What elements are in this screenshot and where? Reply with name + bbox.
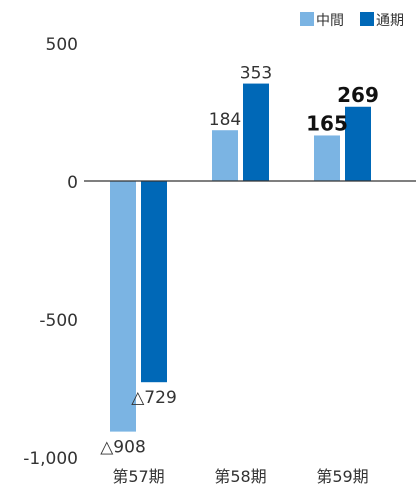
y-tick-label: 0	[67, 173, 78, 193]
data-label: △729	[131, 388, 177, 408]
data-label: △908	[100, 438, 146, 458]
data-label: 165	[306, 111, 348, 135]
bar	[243, 83, 269, 181]
bar	[110, 181, 136, 432]
data-labels: △908 △729 184 353 165 269	[100, 64, 379, 458]
data-label: 269	[337, 83, 379, 107]
legend: 中間 通期	[300, 12, 404, 29]
data-label: 184	[209, 110, 241, 130]
legend-swatch	[360, 12, 374, 26]
x-tick-label: 第58期	[214, 467, 266, 486]
bar	[345, 106, 371, 181]
x-tick-label: 第57期	[112, 467, 164, 486]
legend-label: 中間	[316, 13, 344, 29]
bar	[141, 181, 167, 383]
bar	[314, 135, 340, 181]
y-tick-label: -1,000	[23, 449, 78, 469]
y-axis: 500 0 -500 -1,000	[23, 35, 78, 469]
data-label: 353	[240, 64, 272, 84]
y-tick-label: -500	[39, 311, 78, 331]
legend-swatch	[300, 12, 314, 26]
x-tick-label: 第59期	[316, 467, 368, 486]
bars	[110, 83, 371, 432]
legend-label: 通期	[376, 13, 404, 29]
y-tick-label: 500	[46, 35, 78, 55]
bar	[212, 130, 238, 181]
x-axis: 第57期 第58期 第59期	[112, 467, 368, 486]
